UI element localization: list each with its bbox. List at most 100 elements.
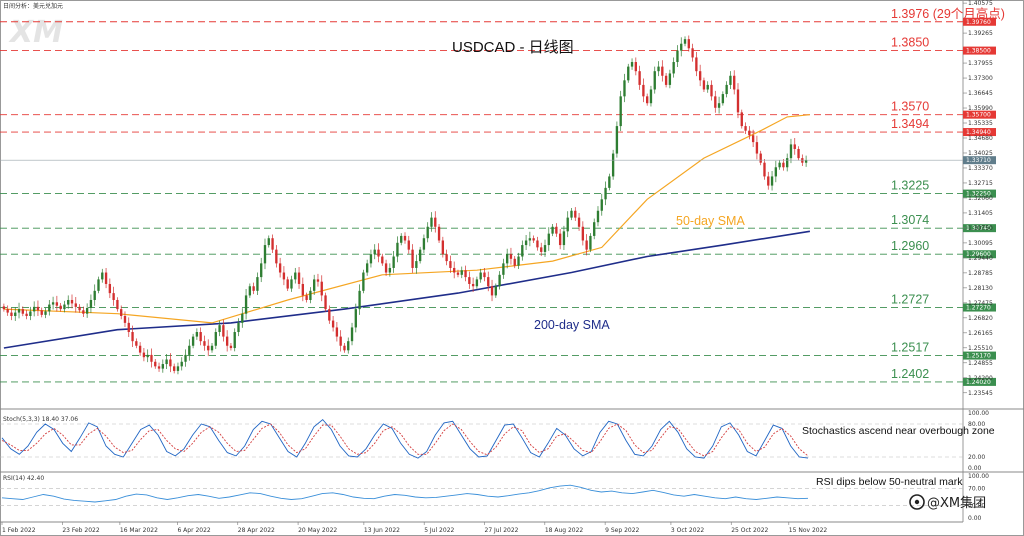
candle-body	[570, 210, 573, 218]
stoch-axis-label: 100.00	[968, 410, 989, 417]
price-axis-label: 1.33370	[968, 165, 993, 172]
candle-body	[543, 245, 547, 252]
candle-body	[445, 254, 448, 262]
level-label-support: 1.2517	[891, 341, 929, 355]
candle-body	[642, 84, 645, 97]
candle-body	[146, 354, 149, 358]
candle-body	[36, 306, 40, 311]
candle-body	[653, 71, 656, 90]
candle-body	[786, 158, 789, 168]
candle-body	[131, 332, 134, 342]
candle-body	[335, 327, 339, 337]
candle-body	[127, 322, 130, 333]
price-axis-label: 1.23545	[968, 390, 993, 397]
price-axis-label: 1.29440	[968, 255, 993, 262]
candle-body	[725, 84, 728, 95]
candle-body	[108, 283, 112, 294]
candle-body	[48, 304, 51, 312]
candle-body	[305, 295, 308, 300]
candle-body	[630, 62, 634, 67]
candle-body	[471, 283, 475, 287]
stoch-line-1	[1, 423, 809, 457]
candle-body	[294, 272, 297, 280]
candle-body	[581, 226, 585, 241]
candle-body	[70, 299, 74, 304]
price-axis-label: 1.37300	[968, 75, 993, 82]
candle-body	[668, 73, 672, 85]
level-label-support: 1.2727	[891, 293, 929, 307]
candle-body	[403, 235, 407, 241]
time-axis-label: 9 Sep 2022	[605, 527, 639, 534]
time-axis-label: 13 Jun 2022	[364, 527, 400, 534]
candle-body	[301, 283, 305, 296]
candle-body	[604, 187, 607, 200]
candle-body	[611, 153, 615, 177]
last-price-label: 1.33710	[966, 157, 991, 164]
candle-body	[191, 336, 195, 346]
candle-body	[422, 238, 426, 250]
price-axis-label: 1.35990	[968, 105, 993, 112]
candle-body	[313, 279, 316, 291]
candle-body	[377, 249, 380, 257]
candle-body	[695, 57, 698, 72]
candle-body	[188, 345, 191, 355]
candle-body	[21, 309, 24, 314]
price-axis-label: 1.34025	[968, 150, 993, 157]
level-label-resistance: 1.3570	[891, 100, 929, 114]
price-axis-label: 1.32060	[968, 195, 993, 202]
level-axis-marker	[963, 303, 996, 312]
candle-body	[585, 240, 588, 250]
candle-body	[241, 313, 244, 323]
candle-body	[634, 62, 637, 72]
price-axis-label: 1.28130	[968, 285, 993, 292]
price-axis-label: 1.27475	[968, 300, 993, 307]
candle-body	[714, 96, 717, 108]
candle-body	[214, 332, 217, 346]
candle-body	[97, 279, 100, 291]
candle-body	[657, 66, 660, 72]
candle-body	[680, 43, 683, 51]
candle-body	[10, 312, 13, 317]
price-axis-label: 1.24200	[968, 375, 993, 382]
candle-body	[596, 210, 600, 223]
candle-body	[600, 199, 603, 211]
level-label-support: 1.3074	[891, 213, 929, 227]
candle-body	[120, 309, 123, 317]
candle-body	[104, 272, 108, 284]
candle-body	[702, 80, 706, 90]
candle-body	[260, 263, 263, 278]
level-axis-marker	[963, 351, 996, 360]
candle-body	[67, 299, 70, 305]
candle-body	[180, 361, 183, 367]
candle-body	[248, 286, 252, 296]
candle-body	[74, 303, 77, 307]
candle-body	[142, 352, 146, 358]
rsi-axis-label: 100.00	[968, 473, 989, 480]
candle-body	[449, 261, 452, 268]
candle-body	[661, 66, 664, 76]
candle-body	[574, 210, 577, 218]
level-axis-marker	[963, 46, 996, 55]
price-axis-label: 1.37955	[968, 60, 993, 67]
candle-body	[400, 235, 403, 243]
candle-body	[456, 272, 460, 275]
candle-body	[51, 302, 55, 305]
level-axis-label: 1.39760	[966, 19, 991, 26]
last-price-marker	[963, 156, 996, 165]
candle-body	[672, 62, 675, 74]
candle-body	[203, 341, 206, 346]
candle-body	[2, 306, 6, 310]
time-axis-label: 16 Mar 2022	[120, 527, 158, 534]
level-label-resistance: 1.3976 (29个月高点)	[891, 6, 1005, 21]
price-axis-label: 1.39265	[968, 30, 993, 37]
candle-body	[430, 217, 433, 227]
candle-body	[44, 311, 47, 315]
candle-body	[717, 103, 721, 108]
chart-title: USDCAD - 日线图	[452, 39, 574, 56]
candle-body	[706, 84, 709, 90]
stoch-line-0	[1, 418, 809, 459]
sma200-label: 200-day SMA	[534, 318, 610, 332]
candle-body	[524, 240, 528, 246]
price-axis-label: 1.40575	[968, 0, 993, 7]
